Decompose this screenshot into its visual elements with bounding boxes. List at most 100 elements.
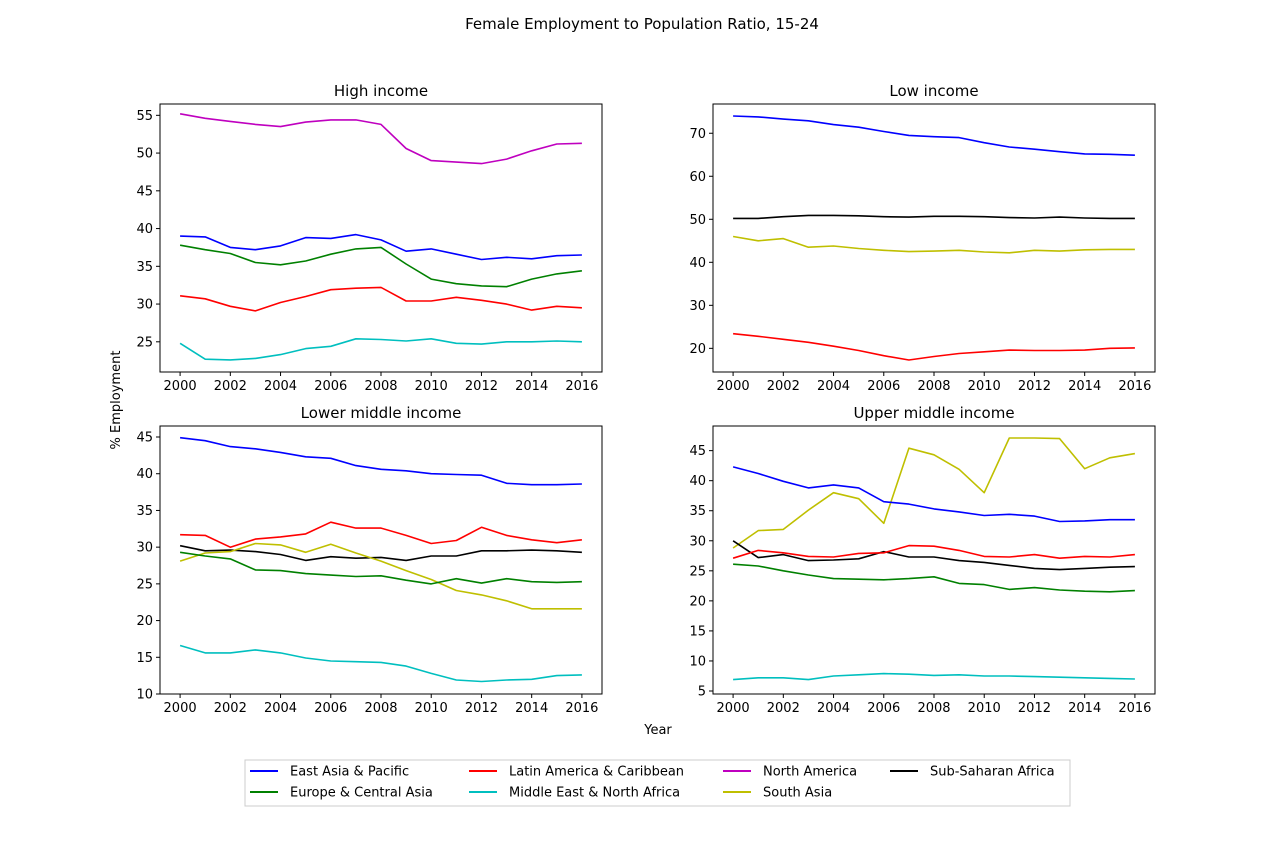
y-tick-label: 10 (136, 688, 153, 703)
legend-label: Europe & Central Asia (290, 786, 433, 801)
x-tick-label: 2014 (1068, 379, 1101, 394)
y-tick-label: 35 (689, 504, 706, 519)
x-tick-label: 2006 (867, 379, 900, 394)
x-tick-label: 2004 (817, 379, 850, 394)
y-tick-label: 45 (689, 444, 706, 459)
series-line-east-asia-and-pacific (180, 436, 582, 486)
y-tick-label: 25 (136, 335, 153, 350)
plot-frame (712, 103, 1156, 373)
x-tick-label: 2002 (767, 379, 800, 394)
legend-label: North America (763, 765, 857, 780)
x-tick-label: 2008 (364, 701, 397, 716)
y-tick-label: 25 (136, 577, 153, 592)
y-tick-label: 70 (689, 127, 706, 142)
x-tick-label: 2008 (917, 701, 950, 716)
x-tick-label: 2000 (164, 701, 197, 716)
legend-item-east-asia-and-pacific: East Asia & Pacific (250, 765, 409, 780)
y-tick-label: 5 (698, 684, 706, 699)
series-line-europe-and-central-asia (733, 563, 1135, 593)
y-tick-label: 40 (136, 467, 153, 482)
x-tick-label: 2008 (364, 379, 397, 394)
y-tick-label: 45 (136, 431, 153, 446)
y-tick-label: 30 (136, 298, 153, 313)
x-tick-label: 2010 (415, 701, 448, 716)
series-line-middle-east-and-north-africa (733, 672, 1135, 681)
x-tick-label: 2010 (968, 701, 1001, 716)
plot-frame (159, 103, 603, 373)
x-tick-label: 2006 (314, 701, 347, 716)
legend-label: South Asia (763, 786, 832, 801)
series-line-sub-saharan-africa (732, 540, 1135, 571)
x-tick-label: 2006 (314, 379, 347, 394)
x-tick-label: 2014 (515, 379, 548, 394)
x-tick-label: 2008 (917, 379, 950, 394)
subplot-title: Upper middle income (853, 404, 1014, 422)
subplot-title: Low income (889, 82, 978, 100)
subplot-title: Lower middle income (301, 404, 462, 422)
subplot-high-income: High income 2000 2002 2004 2006 2008 2010 2012 2… (136, 82, 603, 394)
x-tick-label: 2010 (968, 379, 1001, 394)
x-tick-label: 2002 (767, 701, 800, 716)
legend-item-europe-and-central-asia: Europe & Central Asia (250, 786, 433, 801)
series-line-north-america (179, 113, 582, 165)
series-line-latin-america-and-caribbean (733, 332, 1135, 361)
legend-item-north-america: North America (723, 765, 857, 780)
series-line-east-asia-and-pacific (732, 466, 1135, 523)
series-line-middle-east-and-north-africa (179, 644, 582, 683)
x-tick-label: 2016 (1118, 379, 1151, 394)
series-line-europe-and-central-asia (179, 551, 582, 585)
x-tick-label: 2000 (717, 379, 750, 394)
x-tick-label: 2006 (867, 701, 900, 716)
x-tick-label: 2000 (717, 701, 750, 716)
x-tick-label: 2012 (465, 379, 498, 394)
y-tick-label: 20 (689, 594, 706, 609)
series-line-east-asia-and-pacific (180, 233, 582, 261)
subplot-upper-middle-income: Upper middle income 2000 2002 2004 2006 2008 2… (689, 404, 1156, 716)
legend-label: Middle East & North Africa (509, 786, 680, 801)
series-line-latin-america-and-caribbean (732, 544, 1135, 560)
x-tick-label: 2016 (565, 701, 598, 716)
series-line-latin-america-and-caribbean (180, 286, 582, 312)
y-axis-label: % Employment (109, 351, 124, 450)
x-axis-label: Year (643, 723, 672, 738)
series-line-sub-saharan-africa (179, 544, 582, 562)
series-line-sub-saharan-africa (733, 214, 1135, 220)
y-tick-label: 10 (689, 654, 706, 669)
y-tick-label: 40 (689, 256, 706, 271)
x-tick-label: 2014 (1068, 701, 1101, 716)
x-tick-label: 2004 (264, 701, 297, 716)
legend-item-latin-america-and-caribbean: Latin America & Caribbean (469, 765, 684, 780)
plot-frame (159, 425, 603, 695)
x-tick-label: 2016 (565, 379, 598, 394)
series-line-south-asia (179, 542, 582, 610)
y-tick-label: 25 (689, 564, 706, 579)
y-tick-label: 40 (689, 474, 706, 489)
x-tick-label: 2012 (1018, 379, 1051, 394)
x-tick-label: 2014 (515, 701, 548, 716)
y-tick-label: 45 (136, 184, 153, 199)
legend-frame (244, 759, 1071, 807)
x-tick-label: 2012 (465, 701, 498, 716)
subplot-low-income: Low income 2000 2002 2004 2006 2008 2010 2012 20… (689, 82, 1156, 394)
y-tick-label: 30 (136, 541, 153, 556)
y-tick-label: 40 (136, 222, 153, 237)
x-tick-label: 2012 (1018, 701, 1051, 716)
series-line-south-asia (732, 235, 1135, 254)
y-tick-label: 35 (136, 260, 153, 275)
x-tick-label: 2004 (817, 701, 850, 716)
x-tick-label: 2016 (1118, 701, 1151, 716)
y-tick-label: 30 (689, 299, 706, 314)
legend-label: Sub-Saharan Africa (930, 765, 1055, 780)
x-tick-label: 2000 (164, 379, 197, 394)
y-tick-label: 15 (689, 624, 706, 639)
legend-label: East Asia & Pacific (290, 765, 409, 780)
series-line-europe-and-central-asia (179, 244, 582, 288)
legend-item-middle-east-and-north-africa: Middle East & North Africa (469, 786, 680, 801)
x-tick-label: 2004 (264, 379, 297, 394)
y-tick-label: 20 (136, 614, 153, 629)
y-tick-label: 30 (689, 534, 706, 549)
subplot-title: High income (334, 82, 428, 100)
subplot-lower-middle-income: Lower middle income 2000 2002 2004 2006 2008 2… (136, 404, 603, 716)
